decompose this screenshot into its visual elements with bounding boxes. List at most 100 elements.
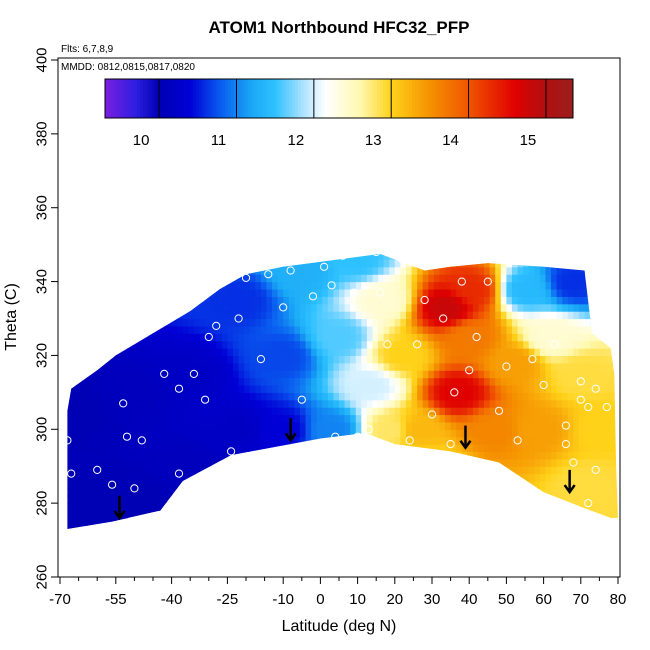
heatmap-cell (316, 288, 323, 297)
heatmap-cell (344, 274, 351, 283)
heatmap-cell (478, 348, 485, 357)
flight-marker-arrow (563, 469, 576, 495)
heatmap-cell (188, 503, 195, 512)
heatmap-cell (182, 473, 189, 482)
heatmap-cell (573, 399, 580, 408)
heatmap-cell (177, 318, 184, 327)
heatmap-cell (210, 517, 217, 526)
heatmap-cell (450, 495, 457, 504)
heatmap-cell (182, 407, 189, 416)
sample-point (584, 499, 593, 508)
heatmap-cell (110, 318, 117, 327)
colorbar-segment (570, 79, 574, 118)
heatmap-cell (433, 392, 441, 401)
heatmap-cell (288, 288, 295, 297)
heatmap-cell (517, 303, 524, 312)
heatmap-cell (428, 503, 435, 512)
heatmap-cell (182, 451, 189, 460)
heatmap-cell (405, 281, 413, 290)
heatmap-cell (188, 288, 195, 297)
heatmap-cell (288, 281, 295, 290)
heatmap-cell (417, 281, 424, 290)
heatmap-cell (606, 325, 614, 334)
heatmap-cell (528, 510, 535, 519)
heatmap-cell (149, 370, 156, 379)
heatmap-cell (484, 362, 491, 371)
heatmap-cell (534, 466, 541, 475)
heatmap-cell (584, 392, 591, 401)
heatmap-cell (394, 503, 401, 512)
heatmap-cell (394, 392, 401, 401)
heatmap-cell (439, 503, 446, 512)
heatmap-cell (478, 296, 485, 305)
heatmap-cell (210, 510, 217, 519)
heatmap-cell (439, 444, 446, 453)
heatmap-cell (188, 303, 195, 312)
x-tick-label: 40 (461, 591, 478, 608)
heatmap-cell (227, 340, 234, 349)
heatmap-cell (579, 245, 585, 253)
heatmap-cell (439, 517, 446, 526)
heatmap-cell (534, 533, 540, 541)
heatmap-cell (249, 296, 256, 305)
heatmap-cell (417, 399, 424, 408)
heatmap-cell (595, 510, 602, 519)
heatmap-cell (138, 266, 145, 275)
heatmap-cell (551, 488, 558, 497)
heatmap-cell (539, 288, 547, 297)
heatmap-cell (405, 414, 413, 423)
heatmap-cell (417, 245, 423, 253)
heatmap-cell (350, 370, 357, 379)
heatmap-cell (339, 517, 346, 526)
heatmap-cell (573, 436, 580, 445)
heatmap-cell (567, 436, 574, 445)
heatmap-cell (244, 458, 251, 467)
heatmap-cell (171, 296, 178, 305)
heatmap-cell (545, 362, 552, 371)
heatmap-cell (422, 510, 429, 519)
heatmap-cell (523, 533, 529, 541)
heatmap-cell (590, 245, 596, 253)
heatmap-cell (417, 407, 424, 416)
heatmap-cell (104, 421, 111, 430)
heatmap-cell (417, 318, 424, 327)
heatmap-cell (143, 362, 150, 371)
heatmap-cell (327, 480, 335, 489)
heatmap-cell (283, 348, 290, 357)
heatmap-cell (467, 370, 474, 379)
heatmap-cell (272, 510, 279, 519)
sample-point (174, 384, 184, 393)
heatmap-cell (238, 399, 245, 408)
heatmap-cell (127, 533, 133, 541)
heatmap-cell (288, 253, 295, 261)
heatmap-cell (545, 348, 552, 357)
heatmap-cell (76, 259, 83, 268)
heatmap-cell (199, 340, 206, 349)
heatmap-cell (612, 340, 618, 349)
heatmap-cell (60, 252, 66, 260)
heatmap-cell (121, 399, 128, 408)
heatmap-cell (439, 407, 446, 416)
heatmap-cell (484, 451, 491, 460)
heatmap-cell (545, 510, 552, 519)
heatmap-cell (344, 525, 351, 529)
sample-point (427, 410, 437, 419)
heatmap-cell (573, 253, 580, 261)
heatmap-cell (232, 407, 240, 416)
heatmap-cell (71, 348, 78, 357)
colorbar-segment (368, 79, 372, 118)
heatmap-cell (238, 392, 245, 401)
heatmap-cell (433, 274, 441, 283)
heatmap-cell (260, 510, 268, 519)
heatmap-cell (601, 451, 608, 460)
heatmap-cell (199, 362, 206, 371)
heatmap-cell (232, 466, 240, 475)
heatmap-cell (472, 311, 480, 320)
heatmap-cell (99, 533, 105, 541)
heatmap-cell (138, 488, 145, 497)
heatmap-cell (562, 407, 569, 416)
heatmap-cell (244, 362, 251, 371)
dates-subtitle: MMDD: 0812,0815,0817,0820 (61, 62, 195, 73)
heatmap-cell (450, 503, 457, 512)
heatmap-cell (500, 333, 507, 342)
